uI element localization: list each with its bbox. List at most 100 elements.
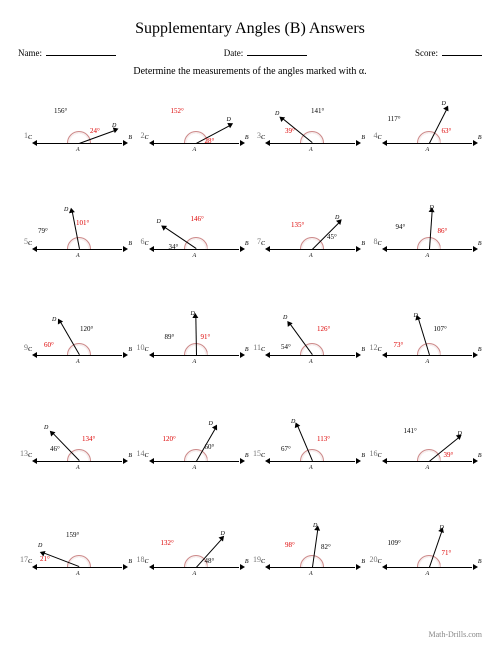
arrow-left-icon [382, 140, 387, 146]
baseline [36, 567, 122, 568]
arrow-right-icon [123, 140, 128, 146]
label-c: C [261, 135, 265, 141]
angle-diagram: CBAD45°135° [263, 197, 363, 287]
baseline [153, 355, 239, 356]
label-b: B [361, 135, 365, 141]
label-a: A [193, 147, 197, 153]
problem-number: 1. [18, 91, 30, 140]
arrow-right-icon [240, 458, 245, 464]
given-angle: 82° [321, 543, 331, 551]
label-a: A [193, 359, 197, 365]
problem-cell: 5.CBAD79°101° [18, 197, 133, 297]
label-c: C [261, 347, 265, 353]
problem-number: 15. [251, 409, 263, 458]
given-angle: 120° [80, 325, 93, 333]
label-b: B [361, 241, 365, 247]
arrow-right-icon [473, 564, 478, 570]
baseline [36, 461, 122, 462]
problem-number: 14. [135, 409, 147, 458]
ray-ad [72, 212, 80, 249]
baseline [269, 355, 355, 356]
score-field: Score: [415, 48, 482, 58]
label-d: D [430, 205, 434, 211]
label-b: B [245, 347, 249, 353]
given-angle: 46° [50, 445, 60, 453]
answer-angle: 39° [444, 451, 454, 459]
problem-number: 17. [18, 515, 30, 564]
label-d: D [38, 543, 42, 549]
angle-diagram: CBAD159°21° [30, 515, 130, 605]
angle-diagram: CBAD156°24° [30, 91, 130, 181]
arrow-left-icon [32, 458, 37, 464]
problem-cell: 3.CBAD141°39° [251, 91, 366, 191]
label-b: B [128, 453, 132, 459]
problem-number: 2. [135, 91, 147, 140]
label-d: D [291, 419, 295, 425]
problem-number: 18. [135, 515, 147, 564]
ray-ad [290, 324, 313, 355]
label-c: C [261, 559, 265, 565]
label-d: D [227, 117, 231, 123]
arrow-left-icon [149, 246, 154, 252]
name-blank [46, 55, 116, 56]
answer-angle: 71° [442, 549, 452, 557]
arrow-right-icon [473, 352, 478, 358]
arrow-left-icon [265, 140, 270, 146]
given-angle: 109° [388, 539, 401, 547]
baseline [386, 249, 472, 250]
label-d: D [191, 311, 195, 317]
arrow-left-icon [265, 352, 270, 358]
label-c: C [378, 135, 382, 141]
answer-angle: 63° [442, 127, 452, 135]
arrow-left-icon [32, 246, 37, 252]
label-d: D [442, 101, 446, 107]
label-d: D [458, 431, 462, 437]
arrow-right-icon [473, 246, 478, 252]
score-label: Score: [415, 48, 438, 58]
problem-cell: 1.CBAD156°24° [18, 91, 133, 191]
given-angle: 141° [311, 107, 324, 115]
label-b: B [245, 559, 249, 565]
label-c: C [378, 453, 382, 459]
arrow-right-icon [240, 564, 245, 570]
answer-angle: 24° [90, 127, 100, 135]
given-angle: 141° [404, 427, 417, 435]
problem-cell: 11.CBAD54°126° [251, 303, 366, 403]
label-d: D [112, 123, 116, 129]
score-blank [442, 55, 482, 56]
label-d: D [221, 531, 225, 537]
label-c: C [378, 347, 382, 353]
angle-diagram: CBAD152°28° [147, 91, 247, 181]
label-a: A [309, 571, 313, 577]
label-b: B [128, 559, 132, 565]
angle-diagram: CBAD94°86° [380, 197, 480, 287]
problem-cell: 17.CBAD159°21° [18, 515, 133, 615]
given-angle: 117° [388, 115, 401, 123]
answer-angle: 91° [201, 333, 211, 341]
label-c: C [145, 453, 149, 459]
angle-diagram: CBAD89°91° [147, 303, 247, 393]
given-angle: 60° [205, 443, 215, 451]
label-d: D [414, 313, 418, 319]
arrow-left-icon [265, 246, 270, 252]
label-a: A [426, 147, 430, 153]
given-angle: 34° [169, 243, 179, 251]
problem-cell: 12.CBAD107°73° [368, 303, 483, 403]
answer-angle: 120° [163, 435, 176, 443]
date-field: Date: [224, 48, 308, 58]
label-b: B [245, 241, 249, 247]
arrow-right-icon [123, 458, 128, 464]
problem-cell: 16.CBAD141°39° [368, 409, 483, 509]
label-d: D [283, 315, 287, 321]
label-c: C [378, 241, 382, 247]
label-a: A [193, 465, 197, 471]
angle-diagram: CBAD109°71° [380, 515, 480, 605]
problem-number: 10. [135, 303, 147, 352]
answer-angle: 126° [317, 325, 330, 333]
arrow-right-icon [356, 458, 361, 464]
answer-angle: 135° [291, 221, 304, 229]
label-b: B [361, 453, 365, 459]
given-angle: 45° [327, 233, 337, 241]
angle-diagram: CBAD117°63° [380, 91, 480, 181]
label-c: C [28, 135, 32, 141]
